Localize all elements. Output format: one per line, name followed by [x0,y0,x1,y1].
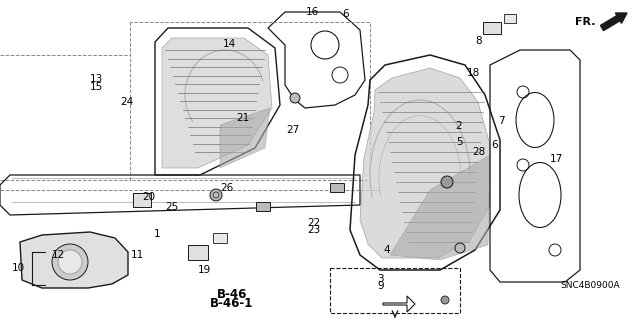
Text: 17: 17 [550,154,563,164]
Text: 13: 13 [90,74,102,84]
Text: 6: 6 [342,9,349,19]
Text: SNC4B0900A: SNC4B0900A [560,280,620,290]
Text: 14: 14 [223,39,236,49]
Text: 5: 5 [456,137,463,147]
Circle shape [455,243,465,253]
Text: 20: 20 [142,191,155,202]
Text: 7: 7 [499,116,505,126]
FancyArrow shape [600,13,627,31]
Polygon shape [360,68,490,258]
Text: FR.: FR. [575,17,595,27]
Text: 23: 23 [307,225,320,235]
Text: 2: 2 [455,121,461,131]
Text: 26: 26 [220,183,233,193]
Polygon shape [220,108,270,168]
Text: 24: 24 [120,97,133,107]
Text: 22: 22 [307,218,320,228]
Text: 11: 11 [131,250,144,260]
Text: 19: 19 [198,264,211,275]
Text: 12: 12 [52,250,65,260]
Text: 3: 3 [378,274,384,284]
Text: 9: 9 [378,280,384,291]
Polygon shape [390,155,490,260]
Text: B-46-1: B-46-1 [210,297,253,309]
Text: 25: 25 [165,202,178,212]
Bar [330,183,344,192]
Polygon shape [504,13,516,23]
Circle shape [441,296,449,304]
Text: 6: 6 [491,140,497,150]
Circle shape [58,250,82,274]
Text: 1: 1 [154,229,160,240]
Circle shape [52,244,88,280]
Text: 18: 18 [467,68,480,78]
Circle shape [290,93,300,103]
Text: 10: 10 [12,263,24,273]
Polygon shape [133,193,151,207]
Text: B-46: B-46 [216,288,247,301]
Text: 4: 4 [384,245,390,256]
Text: 16: 16 [306,7,319,17]
Polygon shape [213,233,227,243]
Polygon shape [20,232,128,288]
Polygon shape [162,38,272,168]
Polygon shape [483,22,501,34]
Text: 8: 8 [476,36,482,47]
Text: 28: 28 [472,147,485,158]
Bar [330,268,460,313]
Circle shape [210,189,222,201]
Polygon shape [383,296,415,312]
Circle shape [441,176,453,188]
Polygon shape [188,244,208,259]
Bar [256,202,270,211]
Text: 15: 15 [90,82,102,92]
Text: 21: 21 [237,113,250,123]
Text: 27: 27 [287,125,300,135]
